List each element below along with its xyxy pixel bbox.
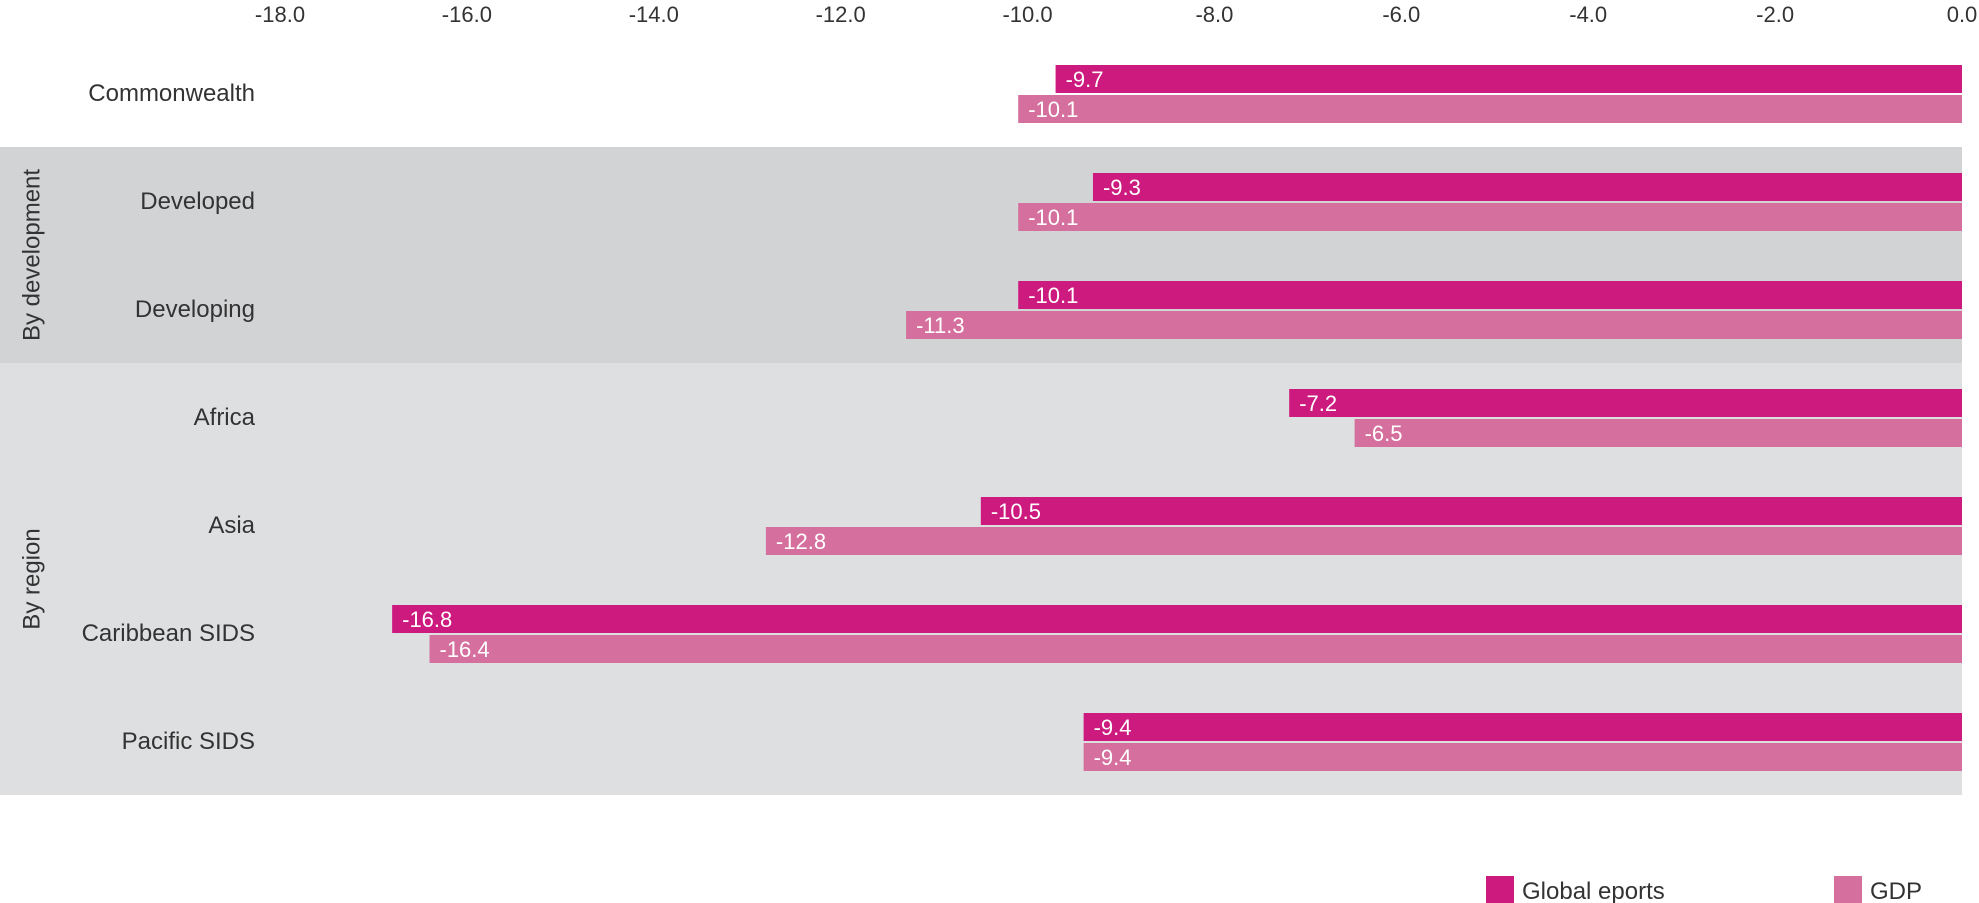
data-label: -11.3 bbox=[916, 313, 965, 338]
legend-label: Global eports bbox=[1522, 878, 1665, 903]
x-tick-label: -6.0 bbox=[1382, 2, 1420, 27]
legend-swatch bbox=[1834, 876, 1862, 903]
x-tick-label: -16.0 bbox=[442, 2, 492, 27]
x-tick-label: 0.0 bbox=[1947, 2, 1978, 27]
x-tick-label: -4.0 bbox=[1569, 2, 1607, 27]
bar-gdp bbox=[765, 527, 1962, 555]
legend-label: GDP bbox=[1870, 878, 1922, 903]
category-label: Commonwealth bbox=[88, 80, 255, 107]
data-label: -10.1 bbox=[1028, 205, 1078, 230]
data-label: -7.2 bbox=[1299, 391, 1337, 416]
bar-global-exports bbox=[1055, 65, 1962, 93]
data-label: -9.4 bbox=[1094, 745, 1132, 770]
data-label: -16.4 bbox=[440, 637, 490, 662]
data-label: -10.5 bbox=[991, 499, 1041, 524]
category-label: Developed bbox=[140, 188, 255, 215]
category-label: Asia bbox=[208, 512, 255, 539]
category-label: Caribbean SIDS bbox=[82, 620, 255, 647]
bar-global-exports bbox=[1083, 713, 1962, 741]
data-label: -16.8 bbox=[402, 607, 452, 632]
bar-gdp bbox=[1354, 419, 1962, 447]
bar-gdp bbox=[1083, 743, 1962, 771]
x-tick-label: -10.0 bbox=[1002, 2, 1052, 27]
data-label: -6.5 bbox=[1365, 421, 1403, 446]
data-label: -9.4 bbox=[1094, 715, 1132, 740]
x-tick-label: -14.0 bbox=[629, 2, 679, 27]
x-tick-label: -8.0 bbox=[1195, 2, 1233, 27]
category-label: Pacific SIDS bbox=[122, 728, 255, 755]
data-label: -10.1 bbox=[1028, 97, 1078, 122]
data-label: -9.3 bbox=[1103, 175, 1141, 200]
bar-global-exports bbox=[392, 605, 1963, 633]
bar-gdp bbox=[906, 311, 1962, 339]
category-label: Developing bbox=[135, 296, 255, 323]
legend-swatch bbox=[1486, 876, 1514, 903]
bar-gdp bbox=[429, 635, 1962, 663]
bar-global-exports bbox=[1289, 389, 1962, 417]
data-label: -10.1 bbox=[1028, 283, 1078, 308]
x-tick-label: -12.0 bbox=[816, 2, 866, 27]
bar-global-exports bbox=[980, 497, 1962, 525]
x-tick-label: -18.0 bbox=[255, 2, 305, 27]
data-label: -9.7 bbox=[1066, 67, 1104, 92]
bar-global-exports bbox=[1018, 281, 1962, 309]
category-label: Africa bbox=[194, 404, 256, 431]
bar-global-exports bbox=[1092, 173, 1962, 201]
data-label: -12.8 bbox=[776, 529, 826, 554]
bar-gdp bbox=[1018, 203, 1962, 231]
bar-gdp bbox=[1018, 95, 1962, 123]
group-label: By development bbox=[19, 169, 46, 341]
x-tick-label: -2.0 bbox=[1756, 2, 1794, 27]
group-label: By region bbox=[19, 528, 46, 629]
